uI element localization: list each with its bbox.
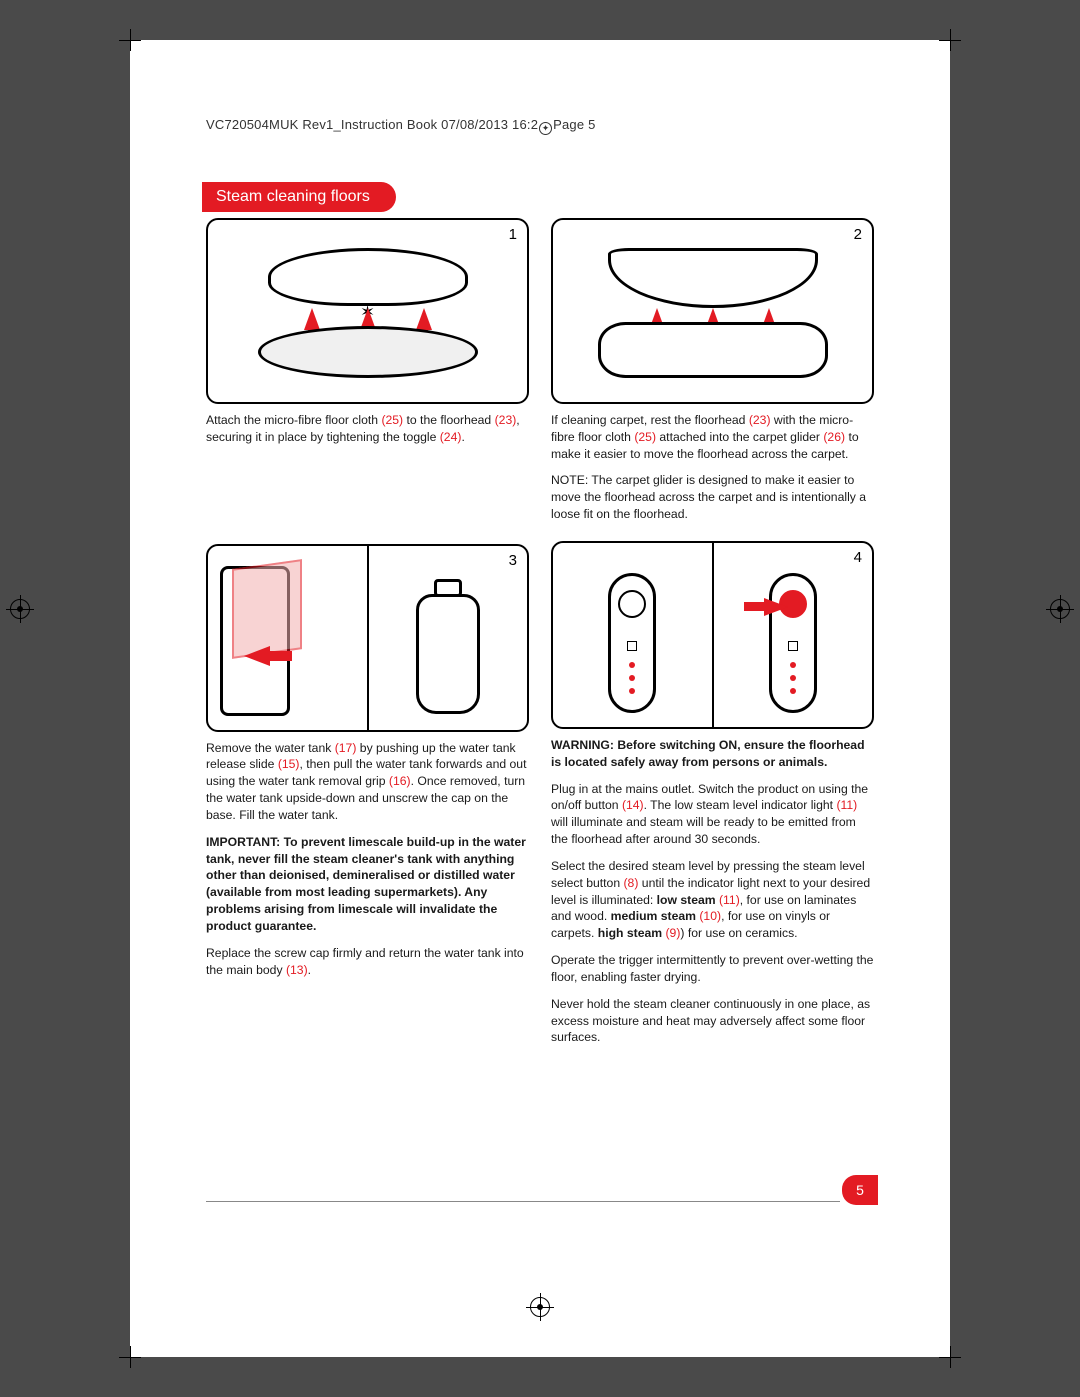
column-left: 1 ✶ Attach the micro-fibre floor cloth (… xyxy=(206,218,529,1056)
arrow-left-icon xyxy=(244,646,270,666)
page-ref-text: Page 5 xyxy=(553,117,595,132)
panel-1: 1 ✶ xyxy=(206,218,529,404)
arrow-up-icon xyxy=(304,308,320,330)
section-title-tab: Steam cleaning floors xyxy=(202,182,396,212)
panel-3-desc-2: Replace the screw cap firmly and return … xyxy=(206,945,529,979)
arrow-right-icon xyxy=(764,598,788,616)
footer-rule xyxy=(206,1201,840,1202)
page-number-tab: 5 xyxy=(842,1175,878,1205)
panel-4-desc-4: Never hold the steam cleaner continuousl… xyxy=(551,996,874,1046)
registration-mark-left xyxy=(10,599,30,619)
illustration-2 xyxy=(563,230,862,392)
column-right: 2 If cleaning carpet, rest the floorhead… xyxy=(551,218,874,1056)
content-columns: 1 ✶ Attach the micro-fibre floor cloth (… xyxy=(206,218,874,1056)
crop-mark xyxy=(119,29,141,51)
illustration-3a xyxy=(208,546,369,730)
panel-3: 3 xyxy=(206,544,529,732)
page: VC720504MUK Rev1_Instruction Book 07/08/… xyxy=(130,40,950,1357)
clock-icon: ✦ xyxy=(539,122,552,135)
doc-ref-text: VC720504MUK Rev1_Instruction Book 07/08/… xyxy=(206,117,538,132)
panel-4: 4 xyxy=(551,541,874,729)
section-title: Steam cleaning floors xyxy=(216,188,370,205)
panel-4-desc-1: Plug in at the mains outlet. Switch the … xyxy=(551,781,874,848)
panel-1-desc: Attach the micro-fibre floor cloth (25) … xyxy=(206,412,529,446)
panel-4-desc-3: Operate the trigger intermittently to pr… xyxy=(551,952,874,986)
illustration-4a xyxy=(553,543,714,727)
illustration-3b xyxy=(369,546,528,730)
crop-mark xyxy=(939,1346,961,1368)
panel-4-warning: WARNING: Before switching ON, ensure the… xyxy=(551,737,874,771)
illustration-4b xyxy=(714,543,873,727)
illustration-1: ✶ xyxy=(218,230,517,392)
page-number: 5 xyxy=(856,1182,864,1198)
panel-2-note: NOTE: The carpet glider is designed to m… xyxy=(551,472,874,522)
panel-2: 2 xyxy=(551,218,874,404)
panel-3-desc-1: Remove the water tank (17) by pushing up… xyxy=(206,740,529,824)
arrow-up-icon xyxy=(416,308,432,330)
panel-3-important: IMPORTANT: To prevent limescale build-up… xyxy=(206,834,529,935)
header-doc-ref: VC720504MUK Rev1_Instruction Book 07/08/… xyxy=(206,117,596,135)
registration-mark-right xyxy=(1050,599,1070,619)
crop-mark xyxy=(119,1346,141,1368)
crop-mark xyxy=(939,29,961,51)
panel-4-desc-2: Select the desired steam level by pressi… xyxy=(551,858,874,942)
panel-2-desc: If cleaning carpet, rest the floorhead (… xyxy=(551,412,874,462)
